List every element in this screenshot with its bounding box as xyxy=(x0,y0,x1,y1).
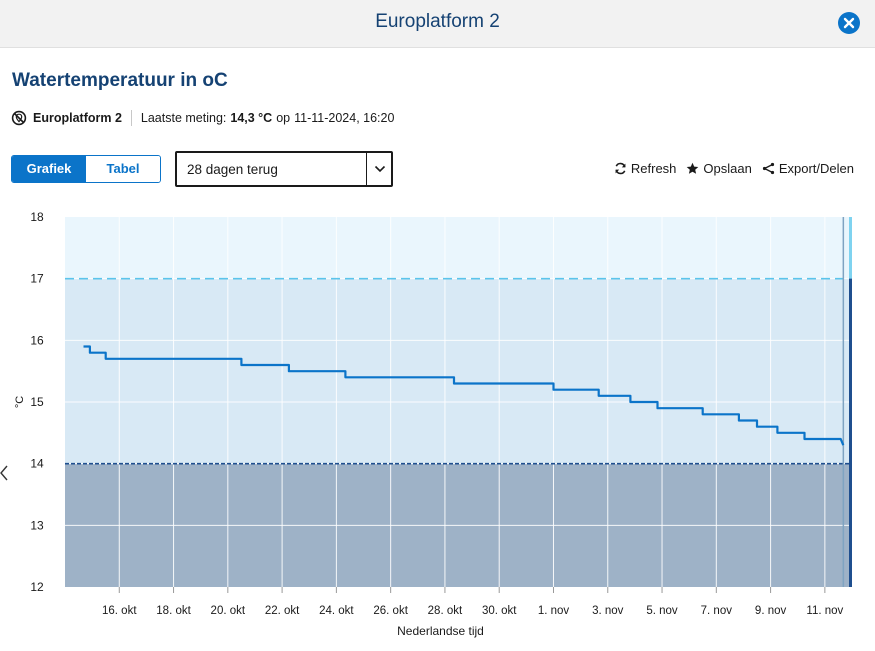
export-label: Export/Delen xyxy=(778,161,854,176)
station-info: Europlatform 2 Laatste meting: 14,3 °C o… xyxy=(11,109,394,127)
chart-container: 12 13 14 15 16 17 18 16. okt 18. okt 20. okt 22. o… xyxy=(0,200,875,651)
chevron-left-icon[interactable] xyxy=(0,463,10,483)
y-tick-label: 17 xyxy=(30,272,44,286)
x-tick-label: 26. okt xyxy=(373,605,408,617)
x-tick-label: 7. nov xyxy=(701,605,733,617)
last-measurement-value: 14,3 °C xyxy=(230,111,273,125)
y-tick-label: 15 xyxy=(30,395,44,409)
tab-grafiek[interactable]: Grafiek xyxy=(12,156,86,182)
x-tick-label: 30. okt xyxy=(482,605,517,617)
station-name: Europlatform 2 xyxy=(33,111,122,125)
x-tick-label: 20. okt xyxy=(211,605,246,617)
x-tick-label: 9. nov xyxy=(755,605,787,617)
band-normal xyxy=(65,278,852,464)
select-divider xyxy=(366,153,367,185)
y-tick-label: 18 xyxy=(30,210,44,224)
last-measurement-on: op xyxy=(276,111,291,125)
close-button[interactable] xyxy=(838,12,860,34)
temperature-chart: 12 13 14 15 16 17 18 16. okt 18. okt 20. okt 22. o… xyxy=(14,210,852,638)
view-toggle: Grafiek Tabel xyxy=(11,155,161,183)
x-tick-label: 16. okt xyxy=(102,605,137,617)
x-tick-label: 3. nov xyxy=(592,605,624,617)
refresh-button[interactable]: Refresh xyxy=(614,161,677,176)
y-tick-label: 16 xyxy=(30,333,44,347)
y-tick-label: 12 xyxy=(30,580,44,594)
series-line-1 xyxy=(83,345,845,446)
x-tick-label: 18. okt xyxy=(156,605,191,617)
tab-tabel[interactable]: Tabel xyxy=(86,156,160,182)
y-tick-label: 14 xyxy=(30,457,44,471)
no-location-icon xyxy=(11,110,27,126)
band-above-upper xyxy=(65,217,852,279)
upper-band-edge xyxy=(849,217,852,279)
y-tick-label: 13 xyxy=(30,518,44,532)
refresh-icon xyxy=(615,162,626,175)
export-button[interactable]: Export/Delen xyxy=(762,161,854,176)
chart-actions: Refresh Opslaan Export/Delen xyxy=(604,161,854,176)
chevron-down-icon xyxy=(374,165,386,173)
period-select-value: 28 dagen terug xyxy=(187,162,278,177)
period-select[interactable]: 28 dagen terug xyxy=(175,151,393,187)
x-tick-label: 5. nov xyxy=(646,605,678,617)
share-icon xyxy=(762,162,774,175)
last-measurement-time: 11-11-2024, 16:20 xyxy=(294,111,395,125)
page-title: Watertemperatuur in oC xyxy=(12,70,228,91)
star-icon xyxy=(687,162,699,174)
x-tick-label: 22. okt xyxy=(265,605,300,617)
window-header: Europlatform 2 xyxy=(0,0,875,48)
divider xyxy=(130,110,132,126)
x-tick-label: 28. okt xyxy=(428,605,463,617)
x-tick-label: 11. nov xyxy=(806,605,843,617)
x-tick-label: 24. okt xyxy=(319,605,354,617)
last-measurement-label: Laatste meting: xyxy=(140,111,227,125)
save-button[interactable]: Opslaan xyxy=(686,161,752,176)
refresh-label: Refresh xyxy=(630,161,677,176)
x-tick-label: 1. nov xyxy=(538,605,570,617)
window-title: Europlatform 2 xyxy=(375,11,500,32)
range-edge xyxy=(849,278,852,587)
x-axis-label: Nederlandse tijd xyxy=(397,624,484,638)
close-icon xyxy=(843,17,855,29)
y-axis-label: °C xyxy=(14,396,26,408)
save-label: Opslaan xyxy=(703,161,752,176)
